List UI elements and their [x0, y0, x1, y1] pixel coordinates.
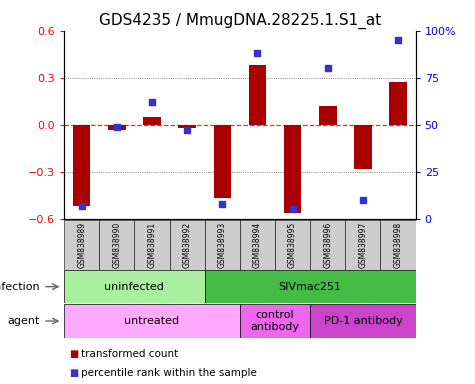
- Text: GSM838994: GSM838994: [253, 222, 262, 268]
- Text: ■: ■: [69, 349, 78, 359]
- Point: [78, 203, 86, 209]
- Text: percentile rank within the sample: percentile rank within the sample: [81, 368, 256, 378]
- Point: [289, 207, 296, 213]
- Bar: [390, 83, 407, 125]
- Text: infection: infection: [0, 281, 39, 292]
- Text: agent: agent: [7, 316, 39, 326]
- Bar: [170, 220, 205, 270]
- Text: GSM838989: GSM838989: [77, 222, 86, 268]
- Bar: [240, 220, 275, 270]
- Bar: [275, 220, 310, 270]
- Point: [183, 127, 191, 134]
- Bar: [134, 220, 170, 270]
- Text: PD-1 antibody: PD-1 antibody: [323, 316, 402, 326]
- Point: [394, 37, 402, 43]
- Bar: [205, 270, 416, 303]
- Point: [113, 124, 121, 130]
- Text: transformed count: transformed count: [81, 349, 178, 359]
- Text: GSM838997: GSM838997: [359, 222, 367, 268]
- Bar: [213, 125, 231, 199]
- Point: [324, 65, 332, 71]
- Bar: [64, 270, 205, 303]
- Bar: [108, 125, 125, 129]
- Text: GSM838991: GSM838991: [148, 222, 156, 268]
- Text: GSM838995: GSM838995: [288, 222, 297, 268]
- Bar: [284, 125, 301, 213]
- Point: [218, 201, 226, 207]
- Text: untreated: untreated: [124, 316, 180, 326]
- Bar: [143, 117, 161, 125]
- Bar: [354, 125, 371, 169]
- Point: [254, 50, 261, 56]
- Bar: [240, 304, 310, 338]
- Text: GSM838998: GSM838998: [394, 222, 402, 268]
- Bar: [249, 65, 266, 125]
- Text: GSM838993: GSM838993: [218, 222, 227, 268]
- Bar: [179, 125, 196, 128]
- Bar: [64, 220, 99, 270]
- Text: GSM838990: GSM838990: [113, 222, 121, 268]
- Bar: [310, 304, 416, 338]
- Point: [359, 197, 367, 203]
- Text: ■: ■: [69, 368, 78, 378]
- Bar: [310, 220, 345, 270]
- Bar: [319, 106, 336, 125]
- Bar: [64, 304, 240, 338]
- Point: [148, 99, 156, 105]
- Text: SIVmac251: SIVmac251: [279, 281, 342, 292]
- Text: control
antibody: control antibody: [250, 310, 300, 332]
- Text: GSM838996: GSM838996: [323, 222, 332, 268]
- Text: uninfected: uninfected: [104, 281, 164, 292]
- Bar: [345, 220, 380, 270]
- Bar: [99, 220, 134, 270]
- Title: GDS4235 / MmugDNA.28225.1.S1_at: GDS4235 / MmugDNA.28225.1.S1_at: [99, 13, 381, 29]
- Bar: [73, 125, 91, 206]
- Text: GSM838992: GSM838992: [183, 222, 191, 268]
- Bar: [380, 220, 416, 270]
- Bar: [205, 220, 240, 270]
